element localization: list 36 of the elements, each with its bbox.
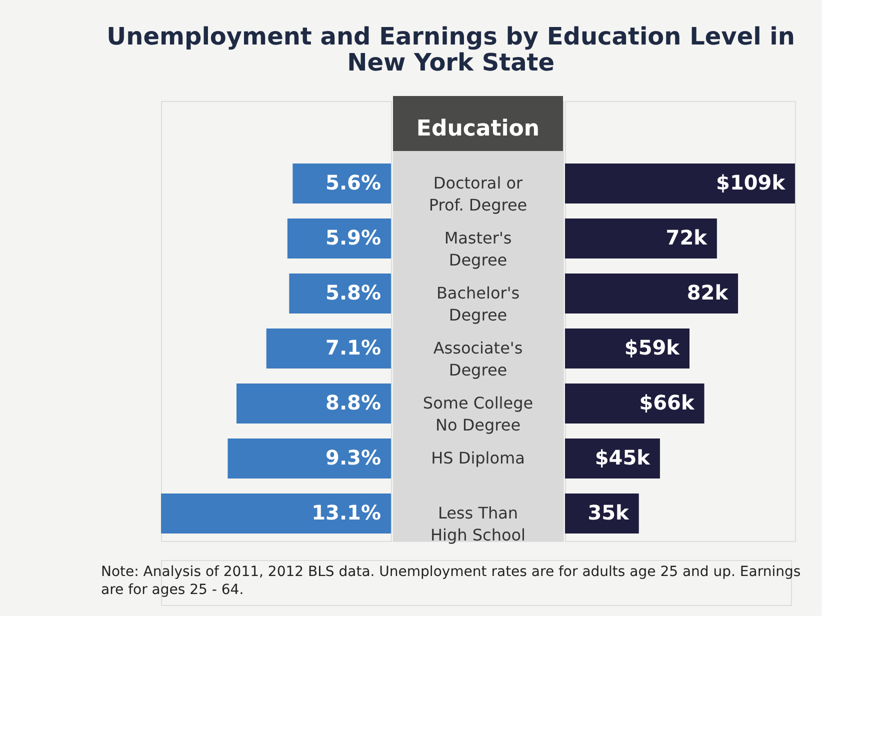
- bar: [565, 274, 738, 314]
- data-label: 7.1%: [326, 336, 381, 360]
- bar: [236, 384, 391, 424]
- y-tick-label: Less Than High School: [430, 504, 526, 544]
- bar: [287, 218, 391, 258]
- bar: [289, 274, 391, 314]
- bar: [565, 328, 690, 368]
- data-label: 5.6%: [326, 170, 381, 194]
- y-tick-label: Master's Degree: [444, 228, 512, 270]
- y-tick-label: HS Diploma: [431, 448, 525, 468]
- data-label: 35k: [588, 500, 630, 524]
- bar: [161, 494, 391, 534]
- y-tick-label: Bachelor's Degree: [436, 284, 520, 324]
- data-label: $45k: [594, 446, 651, 470]
- data-label: $109k: [716, 170, 786, 194]
- data-label: $66k: [639, 390, 695, 414]
- data-label: 72k: [666, 226, 708, 250]
- y-tick-label: Associate's Degree: [433, 338, 523, 380]
- data-label: 5.9%: [326, 226, 381, 250]
- data-label: 82k: [686, 280, 729, 304]
- text: Unemployment and Earnings by Education Level in New York State: [106, 22, 795, 76]
- data-label: 9.3%: [326, 446, 381, 470]
- data-label: 8.8%: [326, 390, 381, 414]
- data-label: 5.8%: [326, 280, 381, 304]
- bar: [228, 438, 391, 478]
- text: Note: Analysis of 2011, 2012 BLS data. Unemployment rates are for adults age 25 and up. Earnings are for ages 25 - 64.: [101, 564, 801, 598]
- y-axis-title: Education: [416, 116, 540, 142]
- bar: [565, 218, 717, 258]
- y-tick-label: Some College No Degree: [422, 394, 534, 434]
- data-label: 13.1%: [312, 500, 381, 524]
- bar: [565, 164, 795, 204]
- bar: [292, 164, 391, 204]
- data-label: $59k: [624, 336, 680, 360]
- bar: [266, 328, 391, 368]
- y-tick-label: Doctoral or Prof. Degree: [428, 174, 528, 214]
- bar: [565, 384, 704, 424]
